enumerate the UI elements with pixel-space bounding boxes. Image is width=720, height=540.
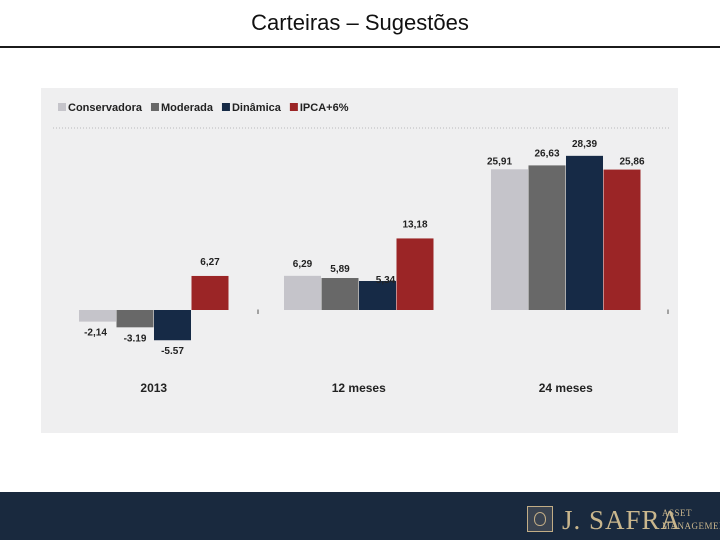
bar-1-3 xyxy=(396,238,434,310)
value-label-2-0: 25,91 xyxy=(487,156,512,167)
bar-1-0 xyxy=(284,275,321,310)
value-label-1-2: 5,34 xyxy=(376,275,396,286)
bar-2-2 xyxy=(566,155,603,310)
value-label-0-1: -3.19 xyxy=(124,333,147,344)
value-label-0-2: -5.57 xyxy=(161,346,184,357)
legend-swatch-1 xyxy=(150,103,159,111)
page-title: Carteiras – Sugestões xyxy=(251,10,469,35)
bar-1-1 xyxy=(321,278,359,310)
returns-bar-chart: Conservadora Moderada Dinâmica IPCA+6% -2,14… xyxy=(53,102,671,395)
value-label-1-1: 5,89 xyxy=(330,264,350,275)
legend-swatch-3 xyxy=(289,103,298,111)
bar-0-0 xyxy=(79,310,116,322)
value-label-2-1: 26,63 xyxy=(534,148,559,159)
brand-subtitle-line1: ASSET xyxy=(662,508,693,518)
bar-2-0 xyxy=(491,169,528,310)
value-label-1-0: 6,29 xyxy=(293,259,313,270)
value-label-1-3: 13,18 xyxy=(402,219,427,230)
legend-label-1: Moderada xyxy=(161,102,214,114)
legend-swatch-2 xyxy=(221,103,230,111)
brand-subtitle: ASSET MANAGEMENT xyxy=(662,507,720,533)
title-divider xyxy=(0,46,720,48)
legend-label-2: Dinâmica xyxy=(232,102,282,114)
brand-name: J. SAFRA xyxy=(562,505,682,535)
crest-icon xyxy=(527,506,553,532)
footer-bar xyxy=(0,492,720,540)
value-label-0-3: 6,27 xyxy=(200,257,220,268)
bar-0-2 xyxy=(154,310,191,341)
bar-2-3 xyxy=(603,169,641,310)
legend-swatch-0 xyxy=(58,103,66,111)
legend-label-3: IPCA+6% xyxy=(300,102,349,114)
value-label-2-3: 25,86 xyxy=(619,157,644,168)
value-label-0-0: -2,14 xyxy=(84,328,107,339)
chart-panel: Conservadora Moderada Dinâmica IPCA+6% -2,14… xyxy=(41,88,678,433)
category-label-1: 12 meses xyxy=(332,381,386,395)
category-label-2: 24 meses xyxy=(539,381,593,395)
value-label-2-2: 28,39 xyxy=(572,139,597,150)
bar-2-1 xyxy=(528,165,566,310)
bar-1-2 xyxy=(359,281,396,310)
bar-0-1 xyxy=(116,310,154,328)
bar-0-3 xyxy=(191,275,229,310)
category-label-0: 2013 xyxy=(140,381,167,395)
legend-label-0: Conservadora xyxy=(68,102,143,114)
brand-subtitle-line2: MANAGEMENT xyxy=(662,521,720,531)
